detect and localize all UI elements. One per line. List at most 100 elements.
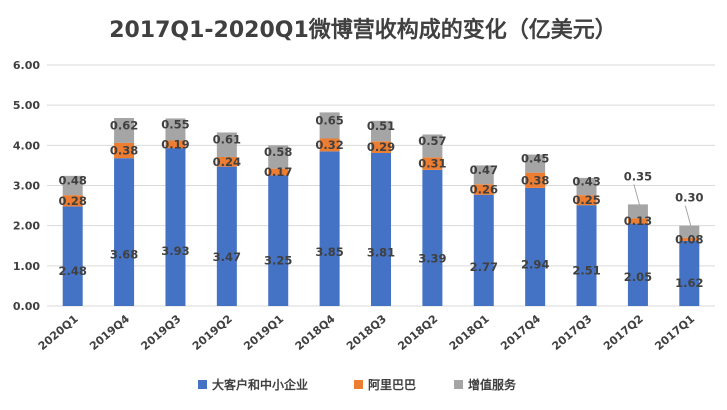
bar-segment: [216, 166, 237, 306]
x-tick-label: 2017Q2: [601, 312, 646, 353]
y-tick-label: 4.00: [13, 139, 40, 152]
bar-segment: [576, 177, 597, 196]
bar-segment: [627, 218, 648, 224]
bar-segment: [268, 168, 289, 176]
x-tick-label: 2017Q1: [652, 312, 697, 353]
bar-segment: [165, 118, 186, 141]
data-label: 1.62: [675, 276, 703, 290]
bar-segment: [165, 140, 186, 149]
bars: [62, 112, 700, 306]
data-label: 2.77: [470, 260, 498, 274]
data-label: 0.29: [367, 140, 395, 154]
legend-swatch: [354, 380, 363, 389]
legend-swatch: [198, 380, 207, 389]
bar-segment: [268, 175, 289, 306]
x-tick-label: 2018Q2: [395, 312, 440, 353]
x-tick-label: 2019Q2: [190, 312, 235, 353]
data-label: 3.68: [110, 247, 138, 261]
bar-segment: [114, 142, 135, 159]
data-label: 0.45: [521, 152, 549, 166]
data-label: 0.32: [315, 138, 343, 152]
y-tick-label: 2.00: [13, 220, 40, 233]
leader-line: [633, 184, 641, 207]
data-label: 0.38: [521, 173, 549, 187]
bar-segment: [422, 169, 443, 306]
y-tick-label: 0.00: [13, 300, 40, 313]
data-label: 0.43: [572, 175, 600, 189]
legend-label: 增值服务: [468, 377, 517, 392]
x-tick-label: 2017Q4: [498, 312, 543, 353]
data-label: 0.17: [264, 165, 292, 179]
bar-segment: [679, 240, 700, 306]
data-label: 0.47: [470, 163, 498, 177]
data-label: 2.51: [572, 264, 600, 278]
bar-segment: [422, 134, 443, 158]
bar-segment: [371, 141, 391, 153]
x-tick-label: 2017Q3: [550, 312, 595, 353]
legend-label: 大客户和中小企业: [212, 377, 308, 392]
x-axis-ticks: 2020Q1 2019Q4 2019Q3 2019Q2 2019Q1 2018Q4 2018…: [36, 312, 697, 353]
data-label: 0.61: [213, 133, 241, 147]
y-tick-label: 5.00: [13, 99, 40, 112]
data-label: 0.38: [110, 144, 138, 158]
x-tick-label: 2020Q1: [36, 312, 81, 353]
bar-segment: [319, 138, 340, 152]
data-label: 0.08: [675, 232, 703, 246]
bar-segment: [627, 204, 648, 219]
bar-segment: [576, 205, 597, 306]
leader-line: [684, 205, 692, 228]
data-label: 2.05: [624, 270, 652, 284]
bar-segment: [165, 148, 186, 306]
bar-segment: [525, 187, 546, 306]
data-label: 3.85: [315, 245, 343, 259]
bar-segment: [473, 194, 494, 306]
y-tick-label: 3.00: [13, 180, 40, 193]
data-label: 0.31: [418, 157, 446, 171]
bar-segment: [319, 151, 340, 306]
bar-segment: [627, 223, 648, 306]
x-tick-label: 2018Q3: [344, 312, 389, 353]
data-label: 0.26: [470, 183, 498, 197]
data-label: 0.57: [418, 134, 446, 148]
y-tick-label: 1.00: [13, 260, 40, 273]
data-label: 0.30: [675, 191, 703, 205]
x-tick-label: 2019Q3: [139, 312, 184, 353]
bar-segment: [422, 157, 443, 170]
data-label: 2.94: [521, 258, 549, 272]
bar-segment: [473, 165, 494, 185]
bar-segment: [62, 206, 83, 306]
data-label: 3.81: [367, 245, 395, 259]
bar-segment: [319, 112, 340, 139]
x-tick-label: 2018Q4: [293, 312, 338, 353]
data-labels: 2.48 0.28 0.48 3.68 0.38 0.62 3.93 0.19 0.55 3.47…: [59, 113, 704, 290]
bar-segment: [216, 156, 237, 167]
data-label: 2.48: [59, 264, 87, 278]
data-label: 0.55: [161, 117, 189, 131]
bar-segment: [62, 195, 83, 207]
x-tick-label: 2019Q4: [87, 312, 132, 353]
bar-segment: [62, 175, 83, 196]
data-label: 0.35: [624, 169, 652, 183]
bar-segment: [216, 132, 237, 157]
legend: 大客户和中小企业 阿里巴巴 增值服务: [198, 377, 517, 392]
data-label: 3.39: [418, 251, 446, 265]
data-label: 0.24: [213, 155, 241, 169]
y-axis-ticks: 0.00 1.00 2.00 3.00 4.00 5.00 6.00: [13, 59, 40, 313]
data-label: 0.13: [624, 214, 652, 228]
legend-swatch: [454, 380, 463, 389]
x-tick-label: 2018Q1: [447, 312, 492, 353]
bar-segment: [371, 120, 391, 142]
bar-segment: [268, 145, 289, 169]
bar-segment: [679, 237, 700, 241]
data-label: 0.58: [264, 145, 292, 159]
bar-segment: [679, 225, 700, 238]
data-label: 0.25: [572, 193, 600, 207]
data-label: 0.62: [110, 118, 138, 132]
data-label: 0.19: [161, 137, 189, 151]
bar-segment: [576, 195, 597, 206]
legend-label: 阿里巴巴: [368, 377, 416, 392]
data-label: 0.28: [59, 194, 87, 208]
chart-title: 2017Q1-2020Q1微博营收构成的变化（亿美元）: [109, 17, 617, 43]
data-label: 0.51: [367, 119, 395, 133]
